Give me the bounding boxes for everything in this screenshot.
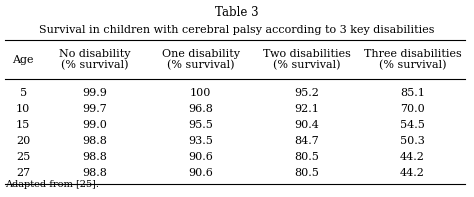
Text: Survival in children with cerebral palsy according to 3 key disabilities: Survival in children with cerebral palsy… [39, 25, 435, 35]
Text: 100: 100 [190, 88, 211, 98]
Text: 50.3: 50.3 [400, 136, 425, 146]
Text: 90.6: 90.6 [188, 168, 213, 178]
Text: 27: 27 [16, 168, 30, 178]
Text: Adapted from [25].: Adapted from [25]. [5, 180, 99, 189]
Text: 5: 5 [19, 88, 27, 98]
Text: 98.8: 98.8 [82, 152, 107, 162]
Text: 90.4: 90.4 [294, 120, 319, 130]
Text: 84.7: 84.7 [294, 136, 319, 146]
Text: Three disabilities
(% survival): Three disabilities (% survival) [364, 49, 461, 71]
Text: 98.8: 98.8 [82, 168, 107, 178]
Text: One disability
(% survival): One disability (% survival) [162, 49, 239, 71]
Text: Table 3: Table 3 [215, 6, 259, 19]
Text: Two disabilities
(% survival): Two disabilities (% survival) [263, 49, 350, 71]
Text: 70.0: 70.0 [400, 104, 425, 114]
Text: 44.2: 44.2 [400, 152, 425, 162]
Text: 25: 25 [16, 152, 30, 162]
Text: 92.1: 92.1 [294, 104, 319, 114]
Text: 80.5: 80.5 [294, 152, 319, 162]
Text: 99.0: 99.0 [82, 120, 107, 130]
Text: 44.2: 44.2 [400, 168, 425, 178]
Text: 10: 10 [16, 104, 30, 114]
Text: 99.9: 99.9 [82, 88, 107, 98]
Text: 95.2: 95.2 [294, 88, 319, 98]
Text: No disability
(% survival): No disability (% survival) [59, 49, 130, 71]
Text: 99.7: 99.7 [82, 104, 107, 114]
Text: 95.5: 95.5 [188, 120, 213, 130]
Text: 54.5: 54.5 [400, 120, 425, 130]
Text: 20: 20 [16, 136, 30, 146]
Text: 80.5: 80.5 [294, 168, 319, 178]
Text: 85.1: 85.1 [400, 88, 425, 98]
Text: 90.6: 90.6 [188, 152, 213, 162]
Text: 98.8: 98.8 [82, 136, 107, 146]
Text: 93.5: 93.5 [188, 136, 213, 146]
Text: 96.8: 96.8 [188, 104, 213, 114]
Text: 15: 15 [16, 120, 30, 130]
Text: Age: Age [12, 55, 34, 65]
